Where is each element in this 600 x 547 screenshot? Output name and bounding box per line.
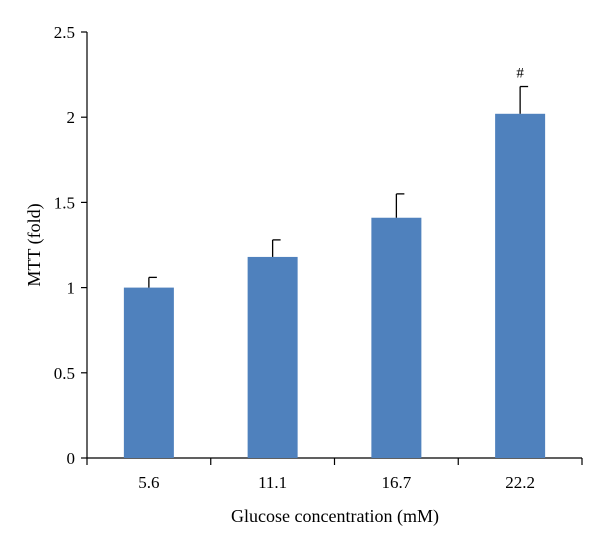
y-tick-label: 1.5 — [54, 193, 75, 212]
x-axis: 5.6 11.1 16.7 22.2 — [86, 457, 583, 492]
x-axis-title: Glucose concentration (mM) — [231, 506, 439, 527]
bar — [123, 287, 174, 458]
annotations: # — [516, 66, 524, 82]
bar — [495, 113, 546, 459]
x-tick-label: 11.1 — [258, 473, 287, 492]
significance-marker: # — [516, 66, 524, 82]
x-tick-label: 5.6 — [138, 473, 159, 492]
y-tick-label: 0 — [67, 449, 76, 468]
bars — [123, 113, 546, 459]
x-tick-label: 16.7 — [382, 473, 412, 492]
y-axis-title: MTT (fold) — [24, 203, 45, 286]
y-tick-label: 1 — [67, 279, 76, 298]
y-ticks: 0 0.5 1 1.5 2 2.5 — [54, 23, 87, 468]
error-bars — [148, 85, 529, 288]
y-tick-label: 2.5 — [54, 23, 75, 42]
y-tick-label: 0.5 — [54, 364, 75, 383]
x-ticks: 5.6 11.1 16.7 22.2 — [86, 458, 583, 492]
y-axis: 0 0.5 1 1.5 2 2.5 — [54, 23, 88, 468]
x-tick-label: 22.2 — [505, 473, 535, 492]
bar — [371, 217, 422, 458]
y-tick-label: 2 — [67, 108, 76, 127]
bar — [247, 256, 298, 458]
